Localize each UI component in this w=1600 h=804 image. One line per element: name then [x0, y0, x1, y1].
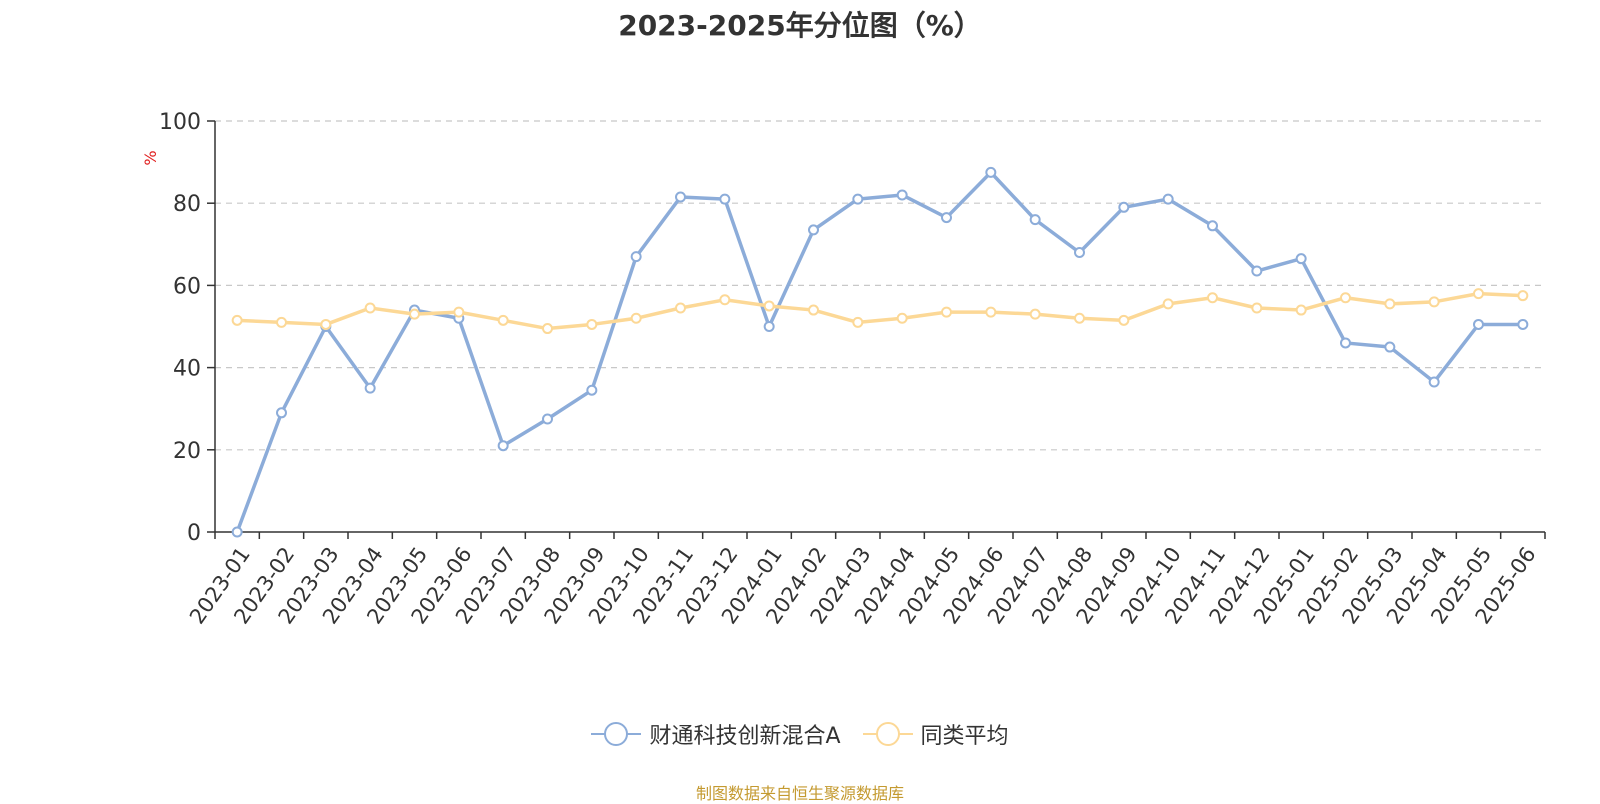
- data-point-series-2: [586, 318, 598, 330]
- data-point-series-2: [1340, 292, 1351, 304]
- y-axis-label: %: [141, 150, 160, 165]
- grid-lines: [215, 120, 1545, 451]
- data-point-series-1: [1295, 253, 1307, 265]
- data-point-series-2: [1207, 292, 1218, 304]
- y-tick-label: 100: [159, 110, 201, 135]
- data-point-series-2: [852, 316, 864, 328]
- data-point-series-2: [896, 312, 908, 324]
- data-point-series-1: [1074, 247, 1085, 259]
- data-point-series-2: [364, 302, 376, 314]
- data-point-series-2: [630, 312, 642, 324]
- y-tick-label: 0: [187, 521, 201, 546]
- data-point-series-2: [453, 306, 465, 318]
- data-point-series-2: [719, 294, 731, 306]
- data-point-series-2: [1118, 314, 1130, 326]
- data-point-series-1: [586, 384, 598, 396]
- data-point-series-1: [1029, 214, 1041, 226]
- legend-swatch-series-1: [591, 722, 642, 746]
- data-point-series-2: [763, 300, 775, 312]
- data-point-series-2: [276, 316, 287, 328]
- data-point-series-2: [1251, 302, 1263, 314]
- tick-labels: 0204060801002023-012023-022023-032023-04…: [159, 110, 1541, 628]
- y-tick-label: 60: [173, 274, 201, 299]
- data-point-series-2: [941, 306, 952, 318]
- data-point-series-1: [1384, 341, 1396, 353]
- data-point-series-1: [1517, 318, 1529, 330]
- data-point-series-1: [1207, 220, 1218, 232]
- data-point-series-2: [1162, 298, 1174, 310]
- data-point-series-1: [852, 193, 864, 205]
- data-point-series-1: [1473, 318, 1484, 330]
- data-point-series-2: [1029, 308, 1041, 320]
- data-point-series-1: [630, 251, 642, 263]
- data-point-series-2: [320, 318, 332, 330]
- legend-label-series-1: 财通科技创新混合A: [649, 724, 841, 749]
- data-point-series-1: [808, 224, 819, 236]
- legend-item-series-1[interactable]: 财通科技创新混合A: [591, 718, 841, 750]
- axes: [207, 120, 1546, 539]
- series-line-2: [237, 291, 1523, 331]
- data-point-series-1: [497, 440, 509, 452]
- data-point-series-2: [1473, 288, 1484, 300]
- data-point-series-2: [231, 314, 243, 326]
- y-tick-label: 20: [173, 439, 201, 464]
- legend: 财通科技创新混合A 同类平均: [0, 718, 1600, 750]
- series-line-1: [235, 170, 1523, 533]
- data-point-series-1: [1162, 193, 1174, 205]
- data-point-series-1: [941, 212, 952, 224]
- data-point-series-1: [542, 413, 553, 425]
- data-point-series-2: [1517, 290, 1529, 302]
- data-point-series-1: [1428, 376, 1440, 388]
- data-point-series-1: [1340, 337, 1351, 349]
- legend-swatch-series-2: [862, 722, 913, 746]
- data-source-note: 制图数据来自恒生聚源数据库: [695, 784, 904, 803]
- data-point-series-2: [1428, 296, 1440, 308]
- data-point-series-1: [763, 321, 775, 332]
- data-point-series-2: [675, 302, 686, 314]
- data-point-series-2: [497, 314, 509, 326]
- data-point-series-2: [808, 304, 819, 316]
- data-point-series-1: [1118, 201, 1130, 213]
- data-point-series-2: [409, 308, 420, 320]
- data-point-series-1: [719, 193, 731, 205]
- y-tick-label: 40: [173, 357, 201, 382]
- chart-title: 2023-2025年分位图（%）: [618, 9, 982, 42]
- data-point-series-1: [985, 166, 997, 178]
- data-point-series-1: [231, 526, 243, 538]
- data-point-series-1: [675, 191, 686, 203]
- data-point-series-1: [1251, 265, 1263, 277]
- data-point-series-2: [985, 306, 997, 318]
- legend-label-series-2: 同类平均: [920, 724, 1009, 749]
- data-point-series-1: [276, 407, 287, 419]
- y-tick-label: 80: [173, 192, 201, 217]
- data-point-series-2: [1074, 312, 1085, 324]
- data-point-series-1: [896, 189, 908, 201]
- data-point-series-1: [364, 382, 376, 394]
- data-point-series-2: [542, 323, 553, 335]
- data-point-series-2: [1295, 304, 1307, 316]
- legend-item-series-2[interactable]: 同类平均: [862, 718, 1009, 750]
- data-point-series-2: [1384, 298, 1396, 310]
